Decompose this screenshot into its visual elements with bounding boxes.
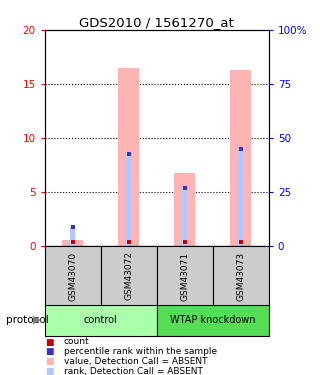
Bar [182, 189, 187, 246]
Bar [70, 227, 75, 246]
Title: GDS2010 / 1561270_at: GDS2010 / 1561270_at [79, 16, 234, 29]
FancyBboxPatch shape [45, 305, 157, 336]
Text: GSM43073: GSM43073 [236, 251, 245, 301]
Bar [126, 154, 131, 246]
Text: rank, Detection Call = ABSENT: rank, Detection Call = ABSENT [64, 367, 203, 375]
Text: percentile rank within the sample: percentile rank within the sample [64, 347, 217, 356]
Text: protocol: protocol [6, 315, 49, 325]
Text: GSM43070: GSM43070 [68, 251, 77, 301]
Text: value, Detection Call = ABSENT: value, Detection Call = ABSENT [64, 357, 207, 366]
Text: GSM43072: GSM43072 [124, 252, 133, 300]
Text: ■: ■ [45, 367, 53, 375]
Text: ▶: ▶ [33, 315, 41, 325]
Bar [174, 173, 196, 246]
FancyBboxPatch shape [45, 246, 101, 306]
FancyBboxPatch shape [101, 246, 157, 306]
Text: count: count [64, 338, 90, 346]
Bar [230, 70, 252, 246]
FancyBboxPatch shape [157, 246, 213, 306]
Bar [62, 240, 84, 246]
Bar [238, 148, 243, 246]
FancyBboxPatch shape [213, 246, 269, 306]
Text: ■: ■ [45, 338, 53, 346]
Bar [118, 68, 140, 246]
Text: WTAP knockdown: WTAP knockdown [170, 315, 256, 325]
Text: ■: ■ [45, 347, 53, 356]
Text: GSM43071: GSM43071 [180, 251, 189, 301]
FancyBboxPatch shape [157, 305, 269, 336]
Text: ■: ■ [45, 357, 53, 366]
Text: control: control [84, 315, 118, 325]
